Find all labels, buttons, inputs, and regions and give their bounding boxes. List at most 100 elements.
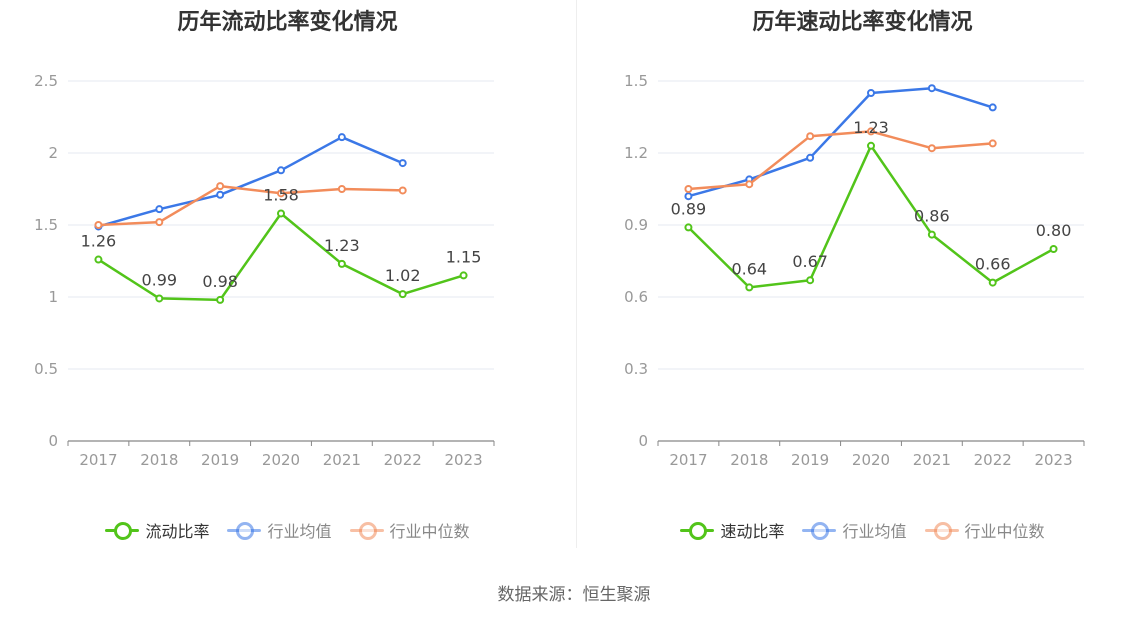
panel-divider <box>576 0 577 548</box>
data-label: 1.02 <box>385 266 421 285</box>
data-point <box>988 103 997 112</box>
data-point <box>155 294 164 303</box>
y-tick-label: 1 <box>48 288 58 306</box>
data-point <box>277 189 285 198</box>
legend-label: 行业中位数 <box>964 522 1045 541</box>
data-point <box>337 259 346 268</box>
data-label: 0.99 <box>141 270 177 289</box>
data-label: 0.66 <box>975 255 1011 274</box>
x-tick-label: 2020 <box>852 451 890 469</box>
y-tick-label: 1.2 <box>624 144 648 162</box>
x-tick-label: 2022 <box>384 451 422 469</box>
chart-panel-current-ratio: 历年流动比率变化情况 0 0.5 1 1.5 2 2.5 2017 2018 2019 2020 2… <box>0 0 575 560</box>
y-tick-label: 1.5 <box>624 72 648 90</box>
legend-item[interactable]: 行业均值 <box>227 518 332 542</box>
data-point <box>94 255 103 264</box>
data-point <box>867 141 875 150</box>
legend-label: 行业均值 <box>842 522 907 541</box>
x-tick-label: 2019 <box>201 451 239 469</box>
legend-label: 流动比率 <box>145 522 210 541</box>
data-point <box>806 276 815 285</box>
data-point <box>1049 245 1058 253</box>
data-point <box>745 180 754 189</box>
data-source-note: 数据来源：恒生聚源 <box>497 585 651 605</box>
data-label: 0.89 <box>671 199 707 218</box>
data-label: 0.98 <box>202 272 238 291</box>
data-label: 0.86 <box>914 207 950 226</box>
data-point <box>927 84 936 93</box>
data-point <box>806 132 815 141</box>
data-point <box>337 185 346 193</box>
data-label: 0.64 <box>731 259 767 278</box>
legend-swatch <box>802 520 837 540</box>
data-label: 1.58 <box>263 185 299 204</box>
y-tick-label: 0.5 <box>34 360 58 378</box>
line-chart-current-ratio: 0 0.5 1 1.5 2 2.5 2017 2018 2019 2020 2021 2022 2023… <box>34 72 495 469</box>
data-point <box>684 185 693 193</box>
data-label: 1.26 <box>81 232 117 251</box>
x-tick-label: 2021 <box>913 451 951 469</box>
data-point <box>398 186 407 195</box>
data-point <box>216 190 225 199</box>
series-line <box>688 130 993 191</box>
data-point <box>398 290 407 299</box>
data-point <box>277 166 285 175</box>
legend-item[interactable]: 行业均值 <box>802 518 907 542</box>
legend-item[interactable]: 速动比率 <box>680 518 784 542</box>
data-point <box>867 89 875 97</box>
data-point <box>216 182 225 191</box>
data-point <box>684 223 693 232</box>
x-tick-label: 2019 <box>791 451 829 469</box>
data-point <box>927 230 936 239</box>
x-tick-label: 2018 <box>140 451 178 469</box>
legend-swatch <box>349 520 384 540</box>
x-tick-label: 2017 <box>669 451 707 469</box>
legend-item[interactable]: 行业中位数 <box>924 518 1045 542</box>
series-line <box>98 184 403 227</box>
data-label: 0.67 <box>792 252 828 271</box>
x-tick-label: 2018 <box>730 451 768 469</box>
data-point <box>867 127 875 136</box>
data-label: 0.80 <box>1036 221 1072 240</box>
data-point <box>988 278 997 287</box>
x-tick-label: 2017 <box>79 451 117 469</box>
x-tick-label: 2020 <box>262 451 300 469</box>
series-line <box>688 86 994 198</box>
data-point <box>459 271 468 280</box>
data-point <box>988 139 997 148</box>
y-tick-label: 2.5 <box>34 72 58 90</box>
x-tick-label: 2023 <box>444 451 482 469</box>
legend-item[interactable]: 行业中位数 <box>349 518 470 542</box>
data-point <box>277 209 285 218</box>
data-point <box>155 205 164 214</box>
data-label: 1.15 <box>446 247 482 266</box>
series-line <box>98 135 404 228</box>
y-tick-label: 2 <box>48 144 58 162</box>
chart-panel-quick-ratio: 历年速动比率变化情况 0 0.3 0.6 0.9 1.2 1.5 2017 2018 2019 2… <box>577 0 1148 560</box>
data-label: 1.23 <box>853 118 889 137</box>
data-point <box>745 283 754 292</box>
x-tick-label: 2022 <box>974 451 1012 469</box>
legend-item[interactable]: 流动比率 <box>105 518 209 542</box>
data-point <box>806 153 815 162</box>
data-point <box>337 133 346 142</box>
data-point <box>927 144 936 153</box>
y-tick-label: 0.6 <box>624 288 648 306</box>
data-point <box>94 221 103 229</box>
legend-swatch <box>105 520 140 540</box>
line-chart-quick-ratio: 0 0.3 0.6 0.9 1.2 1.5 2017 2018 2019 2020 2021 2022… <box>624 72 1085 469</box>
y-tick-label: 0.3 <box>624 360 648 378</box>
y-tick-label: 0 <box>48 432 58 450</box>
x-tick-label: 2021 <box>323 451 361 469</box>
data-point <box>216 295 225 304</box>
chart-legend: 流动比率 行业均值 行业中位数 <box>0 518 575 542</box>
x-tick-label: 2023 <box>1034 451 1072 469</box>
data-point <box>684 192 693 201</box>
data-point <box>155 218 164 227</box>
legend-swatch <box>680 520 715 540</box>
chart-title: 历年速动比率变化情况 <box>752 10 973 35</box>
y-tick-label: 0 <box>638 432 648 450</box>
y-tick-label: 1.5 <box>34 216 58 234</box>
y-tick-label: 0.9 <box>624 216 648 234</box>
legend-swatch <box>227 520 262 540</box>
